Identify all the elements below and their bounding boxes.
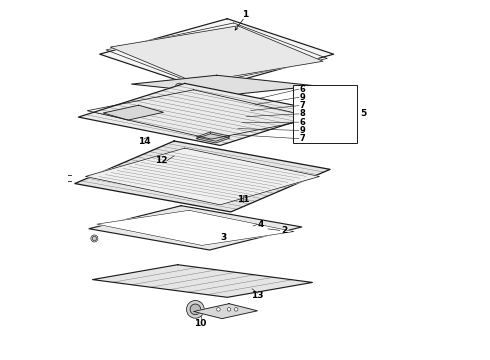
Text: 14: 14 [138,137,150,146]
Polygon shape [110,26,323,82]
Text: 5: 5 [360,109,367,118]
Text: 6: 6 [300,118,306,127]
Polygon shape [103,105,164,120]
Text: 6: 6 [300,85,306,94]
Circle shape [217,307,220,311]
Text: 1: 1 [242,10,248,19]
Text: 11: 11 [237,195,249,204]
Text: 9: 9 [300,93,306,102]
Text: 7: 7 [300,134,306,143]
Bar [293,85,357,143]
Polygon shape [97,210,294,246]
Polygon shape [89,206,302,250]
Circle shape [190,304,201,315]
Polygon shape [99,19,334,90]
Polygon shape [93,265,312,297]
Circle shape [187,301,204,318]
Polygon shape [85,148,319,205]
Text: 7: 7 [300,101,306,110]
Polygon shape [194,304,257,319]
Polygon shape [78,84,326,145]
Polygon shape [75,141,330,212]
Text: 8: 8 [300,109,306,118]
Circle shape [91,235,98,242]
Polygon shape [196,132,230,141]
Text: 9: 9 [300,126,306,135]
Text: 13: 13 [251,291,264,300]
Circle shape [175,83,184,93]
Text: 3: 3 [220,233,227,242]
Text: 10: 10 [195,319,207,328]
Polygon shape [132,75,316,95]
Text: 2: 2 [281,226,287,235]
Circle shape [234,307,238,311]
Circle shape [206,212,213,219]
Text: 12: 12 [155,156,168,165]
Text: 4: 4 [258,220,264,229]
Circle shape [227,307,231,311]
Polygon shape [196,134,230,143]
